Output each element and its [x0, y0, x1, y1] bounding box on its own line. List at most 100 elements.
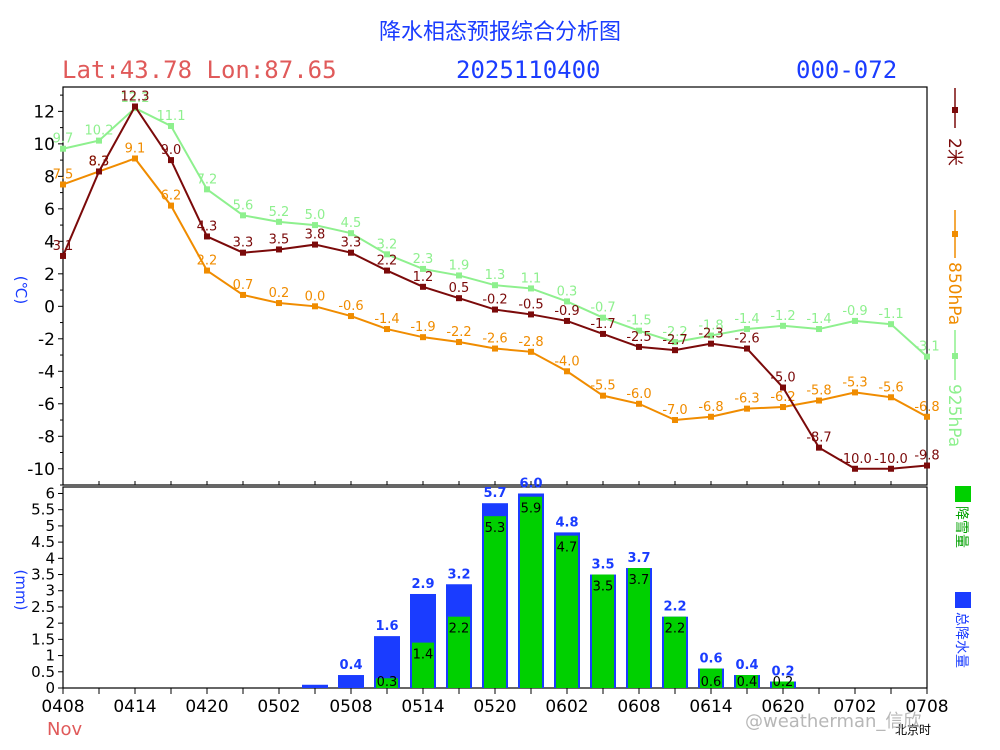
temp-yaxis-label: (℃) — [12, 276, 30, 305]
series-value-label: -1.9 — [410, 320, 435, 335]
legend-label-2米: 2米 — [944, 138, 964, 166]
temp-ytick-label: 2 — [44, 265, 55, 285]
series-marker-925hPa — [852, 317, 858, 324]
forecast-range-label: 000-072 — [796, 56, 898, 84]
series-value-label: 9.7 — [53, 132, 74, 147]
series-marker-850hPa — [132, 155, 138, 162]
series-marker-2米 — [276, 246, 282, 253]
series-value-label: 12.2 — [121, 91, 150, 106]
series-marker-2米 — [528, 311, 534, 318]
series-value-label: 0.5 — [449, 281, 470, 296]
snowfall-label: 3.5 — [593, 580, 614, 595]
series-marker-2米 — [600, 330, 606, 337]
series-line-925hPa — [62, 106, 928, 358]
snowfall-label: 0.2 — [773, 675, 794, 690]
temp-ytick-label: 10 — [33, 135, 55, 155]
series-value-label: -1.7 — [590, 317, 615, 332]
run-time-label: 2025110400 — [456, 56, 601, 84]
xtick-label: 0702 — [833, 697, 876, 717]
series-marker-925hPa — [708, 332, 714, 339]
snowfall-bar — [736, 675, 758, 688]
series-marker-2米 — [60, 252, 66, 259]
total-precip-label: 5.7 — [483, 486, 506, 501]
series-marker-850hPa — [672, 417, 678, 424]
legend-marker-850hPa — [952, 231, 958, 237]
series-value-label: 7.5 — [53, 167, 74, 182]
total-precip-label: 3.5 — [591, 558, 614, 573]
precip-ytick-label: 1.5 — [31, 630, 55, 648]
series-value-label: -5.3 — [842, 375, 867, 390]
snowfall-bar — [556, 535, 578, 688]
series-marker-925hPa — [924, 353, 930, 360]
series-marker-850hPa — [528, 348, 534, 355]
series-value-label: -2.5 — [626, 330, 651, 345]
series-value-label: 0.0 — [305, 289, 326, 304]
series-value-label: 10.2 — [85, 124, 114, 139]
temp-ytick-label: -2 — [38, 330, 55, 350]
series-marker-925hPa — [636, 327, 642, 334]
series-value-label: -9.8 — [914, 449, 939, 464]
xtick-label: 0514 — [401, 697, 444, 717]
legend-marker-snowfall — [955, 486, 971, 502]
total-precip-bar — [338, 675, 364, 688]
series-marker-925hPa — [420, 265, 426, 272]
series-marker-2米 — [852, 465, 858, 472]
precip-ytick-label: 0.5 — [31, 663, 55, 681]
series-value-label: -1.2 — [770, 309, 795, 324]
series-value-label: 2.3 — [413, 252, 434, 267]
series-value-label: 4.3 — [197, 219, 218, 234]
precip-ytick-label: 2 — [45, 614, 55, 632]
snowfall-bar — [628, 568, 650, 688]
series-value-label: 0.7 — [233, 278, 254, 293]
series-value-label: -8.7 — [806, 431, 831, 446]
series-value-label: 0.2 — [269, 286, 290, 301]
series-value-label: -0.9 — [842, 304, 867, 319]
snowfall-label: 0.4 — [737, 675, 758, 690]
total-precip-label: 6.0 — [519, 476, 542, 491]
series-marker-925hPa — [384, 251, 390, 258]
series-value-label: -2.2 — [446, 325, 471, 340]
series-value-label: -1.5 — [626, 314, 651, 329]
series-marker-2米 — [888, 465, 894, 472]
precip-ytick-label: 3.5 — [31, 566, 55, 584]
snowfall-bar — [664, 616, 686, 688]
series-value-label: -2.2 — [662, 325, 687, 340]
series-marker-2米 — [924, 462, 930, 469]
month-label: Nov — [47, 719, 82, 740]
precip-ytick-label: 3 — [45, 582, 55, 600]
series-value-label: -6.2 — [770, 390, 795, 405]
series-value-label: -5.8 — [806, 384, 831, 399]
snowfall-label: 4.7 — [557, 541, 578, 556]
legend-marker-2米 — [952, 107, 958, 113]
series-value-label: -4.0 — [554, 354, 579, 369]
series-marker-925hPa — [528, 285, 534, 292]
series-marker-2米 — [384, 267, 390, 274]
series-marker-2米 — [348, 249, 354, 256]
series-marker-850hPa — [276, 300, 282, 307]
series-value-label: 6.2 — [161, 189, 182, 204]
series-marker-925hPa — [564, 298, 570, 305]
precip-ytick-label: 4.5 — [31, 533, 55, 551]
series-marker-850hPa — [780, 404, 786, 411]
series-value-label: 2.2 — [197, 254, 218, 269]
series-marker-850hPa — [708, 413, 714, 420]
series-value-label: -2.6 — [482, 332, 507, 347]
xaxis-unit-label: 北京时 — [895, 723, 931, 737]
snowfall-bar — [484, 516, 506, 688]
series-value-label: 12.3 — [121, 89, 150, 104]
temp-ytick-label: -6 — [38, 395, 55, 415]
series-value-label: -0.7 — [590, 301, 615, 316]
series-value-label: -6.8 — [698, 400, 723, 415]
snowfall-bar — [772, 681, 794, 688]
temp-ytick-label: 0 — [44, 297, 55, 317]
series-value-label: -10.0 — [838, 452, 872, 467]
total-precip-label: 4.8 — [555, 515, 578, 530]
series-value-label: 7.2 — [197, 172, 218, 187]
series-marker-2米 — [420, 283, 426, 290]
series-value-label: 5.0 — [305, 208, 326, 223]
series-value-label: 3.5 — [269, 232, 290, 247]
snowfall-label: 2.2 — [665, 622, 686, 637]
series-value-label: 0.3 — [557, 284, 578, 299]
total-precip-label: 3.7 — [627, 551, 650, 566]
